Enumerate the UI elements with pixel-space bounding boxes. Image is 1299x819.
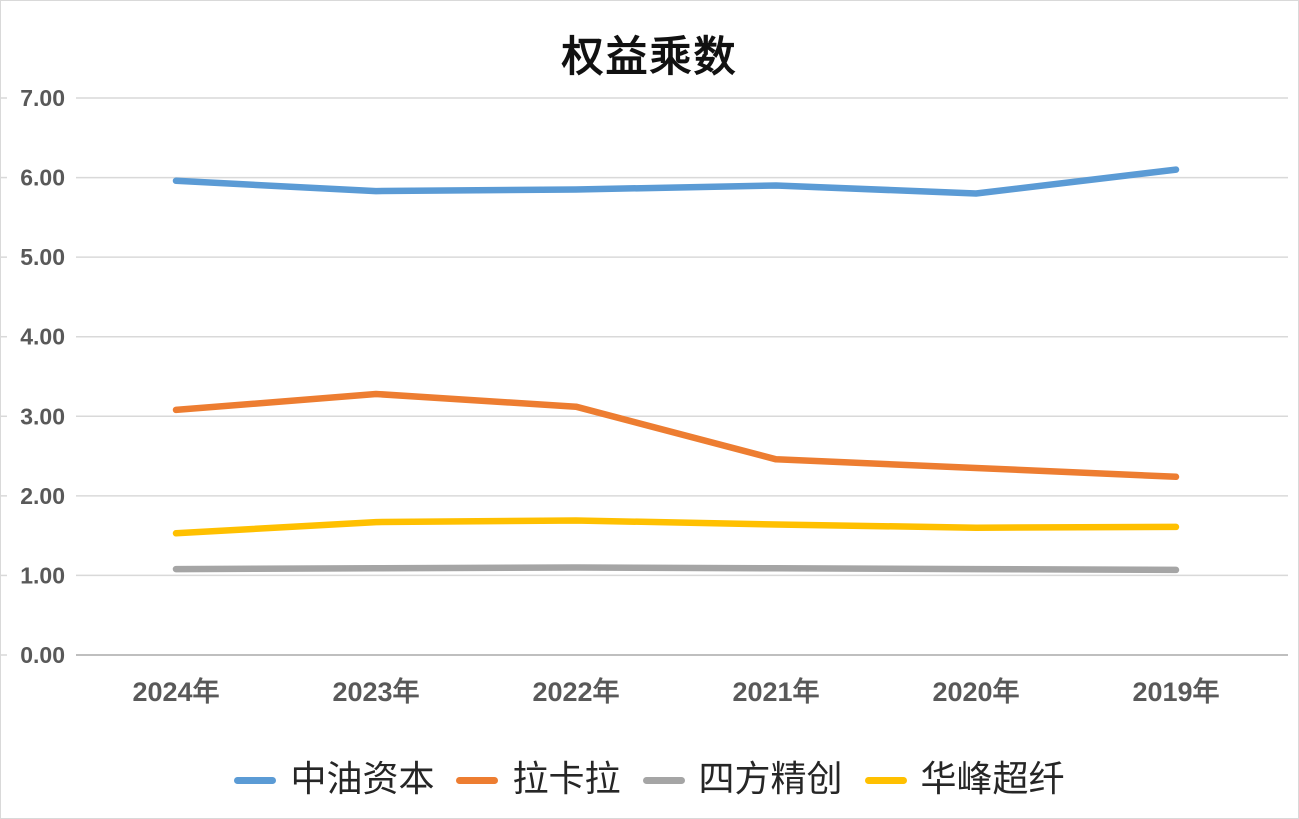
legend-swatch-icon bbox=[864, 776, 907, 784]
legend-item: 华峰超纤 bbox=[864, 759, 1065, 801]
legend: 中油资本 拉卡拉 四方精创 华峰超纤 bbox=[1, 760, 1298, 800]
legend-item: 四方精创 bbox=[642, 759, 843, 801]
y-axis-tick-label: 7.00 bbox=[20, 85, 65, 111]
legend-swatch-icon bbox=[456, 776, 499, 784]
x-axis-tick-label: 2019年 bbox=[1132, 676, 1219, 707]
legend-label: 华峰超纤 bbox=[920, 759, 1065, 801]
x-axis-tick-label: 2022年 bbox=[532, 676, 619, 707]
legend-item: 中油资本 bbox=[234, 760, 434, 800]
y-axis-tick-label: 0.00 bbox=[20, 642, 65, 668]
series-line-四方精创 bbox=[172, 564, 1180, 574]
series-line-华峰超纤 bbox=[172, 517, 1180, 537]
x-axis-tick-label: 2023年 bbox=[332, 676, 419, 707]
legend-label: 四方精创 bbox=[698, 759, 843, 801]
y-axis-tick-label: 1.00 bbox=[20, 562, 65, 588]
legend-item: 拉卡拉 bbox=[456, 759, 621, 801]
legend-swatch-icon bbox=[642, 776, 685, 784]
legend-label: 拉卡拉 bbox=[512, 759, 621, 801]
y-axis-tick-label: 2.00 bbox=[20, 483, 65, 509]
series-line-中油资本 bbox=[172, 166, 1180, 197]
chart-title: 权益乘数 bbox=[561, 32, 738, 81]
x-axis-tick-label: 2021年 bbox=[732, 676, 819, 707]
y-axis-tick-label: 4.00 bbox=[20, 324, 65, 350]
series-line-拉卡拉 bbox=[172, 390, 1180, 481]
y-axis-tick-label: 3.00 bbox=[20, 403, 65, 429]
y-axis-tick-label: 5.00 bbox=[20, 244, 65, 270]
x-axis-tick-label: 2020年 bbox=[932, 676, 1019, 707]
y-axis-tick-label: 6.00 bbox=[20, 165, 65, 191]
x-axis-tick-label: 2024年 bbox=[132, 676, 219, 707]
legend-swatch-icon bbox=[234, 776, 277, 784]
legend-label: 中油资本 bbox=[290, 759, 435, 801]
